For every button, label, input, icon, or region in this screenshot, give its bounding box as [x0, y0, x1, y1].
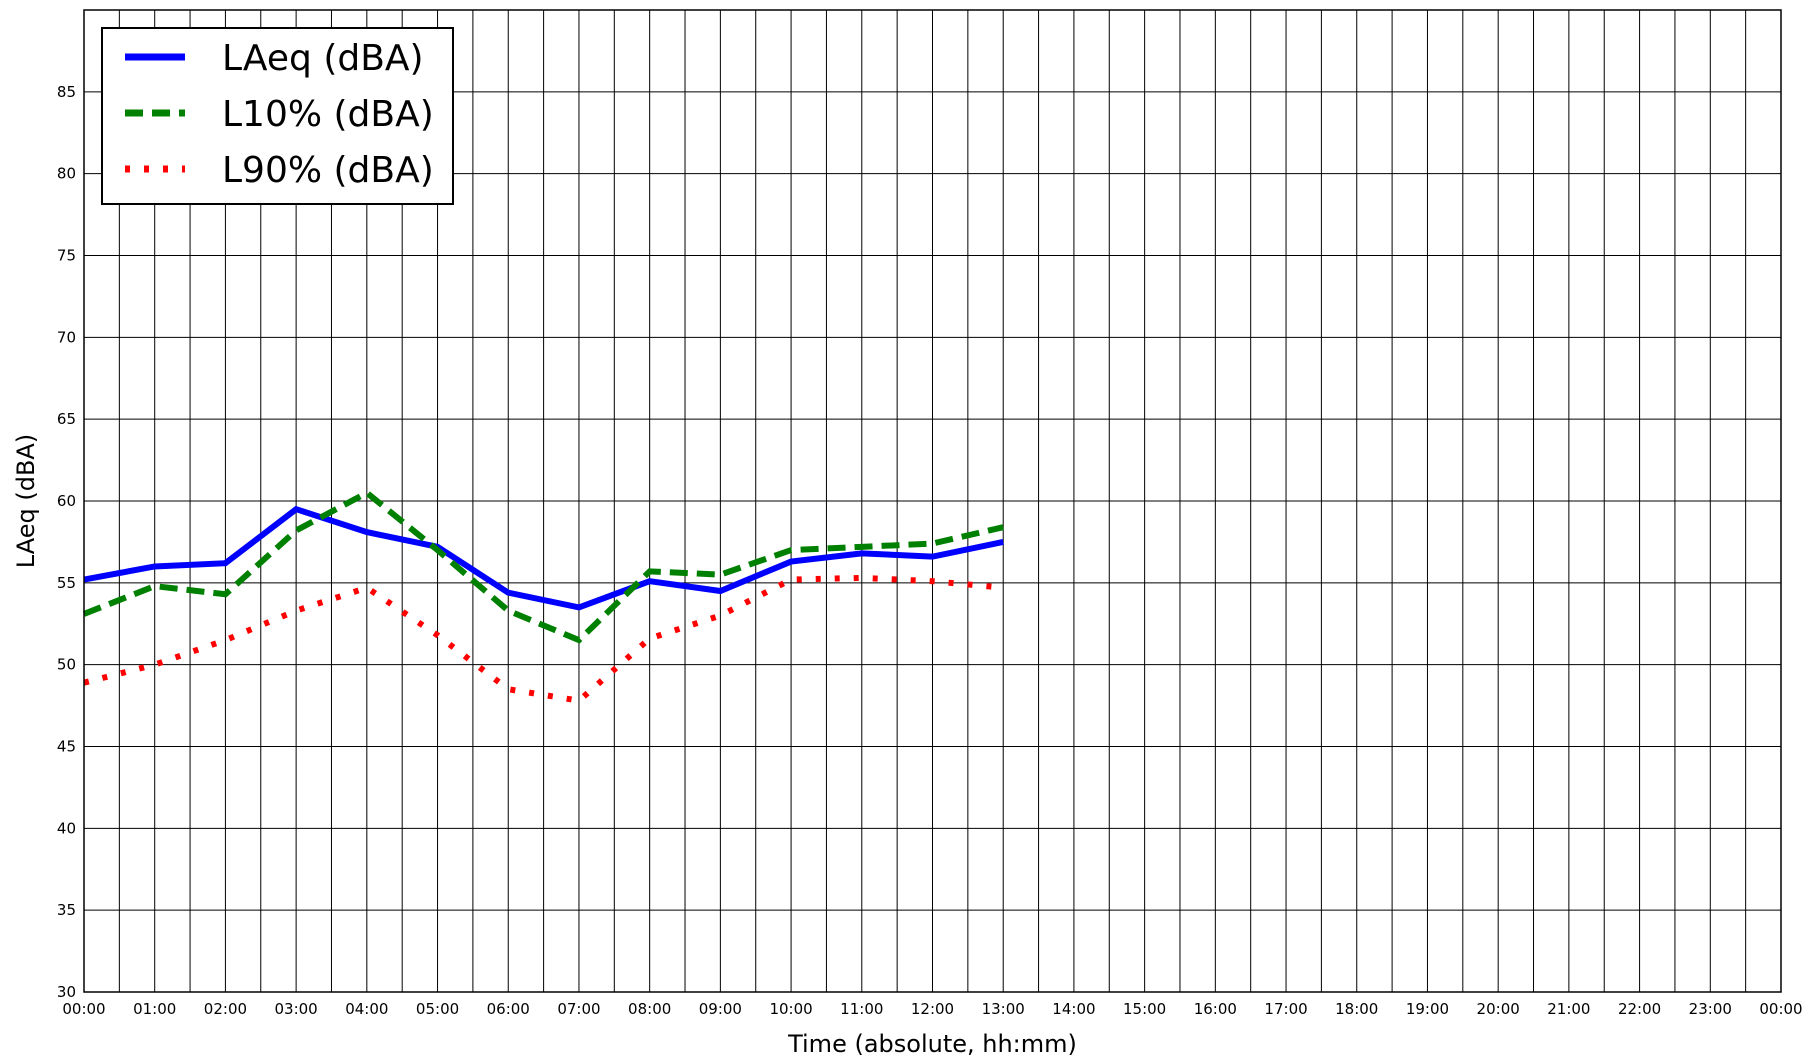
x-tick-label: 03:00: [275, 1000, 318, 1018]
plot-frame: [83, 9, 1782, 993]
y-tick-label: 70: [57, 328, 76, 346]
y-tick-label: 65: [57, 410, 76, 428]
series-line-laeq: [83, 505, 1004, 611]
y-tick-label: 35: [57, 901, 76, 919]
legend-label: LAeq (dBA): [222, 38, 424, 79]
x-tick-label: 23:00: [1689, 1000, 1732, 1018]
series-line-l10: [82, 489, 1004, 644]
y-axis-label: LAeq (dBA): [12, 434, 40, 568]
x-tick-label: 15:00: [1123, 1000, 1166, 1018]
x-tick-label: 10:00: [769, 1000, 812, 1018]
y-tick-label: 45: [57, 738, 76, 756]
x-tick-label: 19:00: [1406, 1000, 1449, 1018]
x-tick-label: 00:00: [1759, 1000, 1802, 1018]
x-tick-label: 22:00: [1618, 1000, 1661, 1018]
series-layer: [82, 489, 1004, 704]
y-tick-label: 40: [57, 819, 76, 837]
x-tick-label: 08:00: [628, 1000, 671, 1018]
x-tick-label: 18:00: [1335, 1000, 1378, 1018]
legend-label: L90% (dBA): [222, 150, 434, 191]
y-tick-label: 55: [57, 574, 76, 592]
x-tick-label: 21:00: [1547, 1000, 1590, 1018]
y-tick-label: 75: [57, 247, 76, 265]
y-tick-label: 85: [57, 83, 76, 101]
tick-labels: 30 35 40 45 50 55 60 65 70 75 80 85 00:00 01:00 02:00 0…: [57, 83, 1803, 1018]
x-tick-label: 13:00: [982, 1000, 1025, 1018]
legend: LAeq (dBA) L10% (dBA) L90% (dBA): [101, 27, 454, 205]
x-tick-label: 02:00: [204, 1000, 247, 1018]
x-tick-label: 12:00: [911, 1000, 954, 1018]
legend-label: L10% (dBA): [222, 94, 434, 135]
x-tick-label: 17:00: [1264, 1000, 1307, 1018]
x-tick-label: 14:00: [1052, 1000, 1095, 1018]
y-tick-label: 50: [57, 656, 76, 674]
x-tick-label: 11:00: [840, 1000, 883, 1018]
x-tick-label: 07:00: [557, 1000, 600, 1018]
x-tick-label: 16:00: [1194, 1000, 1237, 1018]
x-tick-label: 09:00: [699, 1000, 742, 1018]
y-tick-label: 30: [57, 983, 76, 1001]
x-tick-label: 06:00: [487, 1000, 530, 1018]
x-tick-label: 01:00: [133, 1000, 176, 1018]
x-tick-label: 05:00: [416, 1000, 459, 1018]
y-tick-label: 80: [57, 165, 76, 183]
x-tick-label: 00:00: [62, 1000, 105, 1018]
x-tick-label: 04:00: [345, 1000, 388, 1018]
y-tick-label: 60: [57, 492, 76, 510]
x-axis-label: Time (absolute, hh:mm): [787, 1030, 1077, 1055]
x-tick-label: 20:00: [1477, 1000, 1520, 1018]
